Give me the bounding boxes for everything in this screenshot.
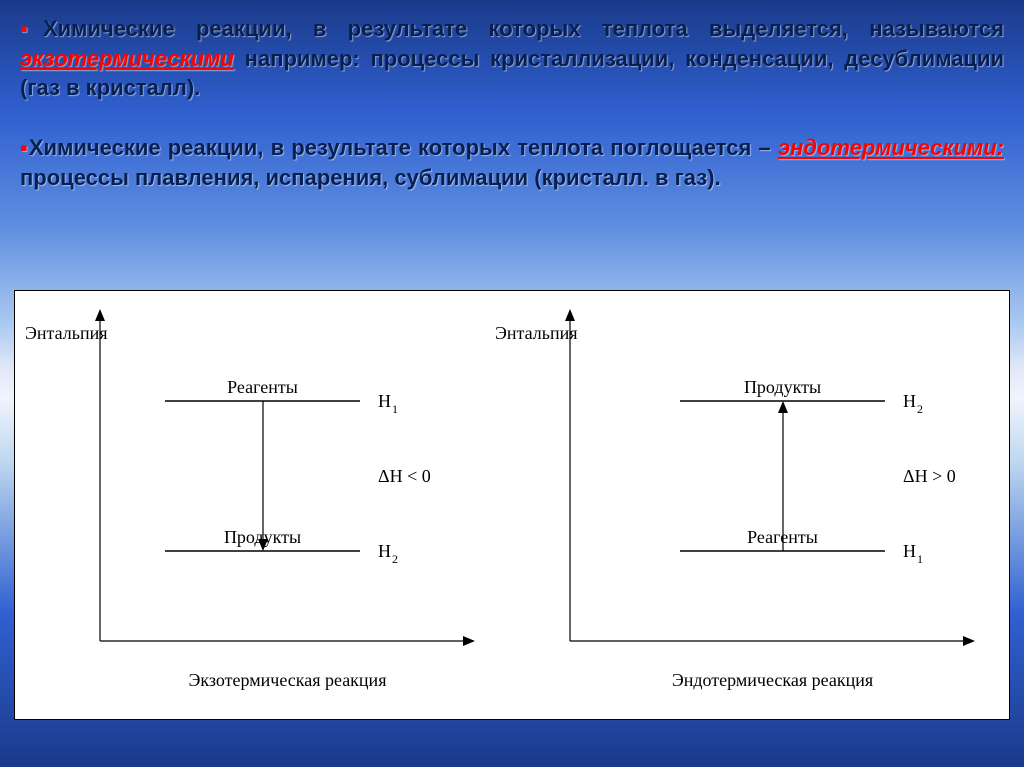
svg-text:H: H [378, 541, 391, 561]
slide: ▪Химические реакции, в результате которы… [0, 0, 1024, 767]
svg-text:Реагенты: Реагенты [227, 377, 298, 397]
para2-em: эндотермическими: [778, 135, 1004, 160]
svg-text:H: H [903, 541, 916, 561]
bullet-icon: ▪ [20, 16, 43, 41]
svg-text:H: H [903, 391, 916, 411]
svg-text:Продукты: Продукты [744, 377, 821, 397]
svg-text:1: 1 [392, 402, 398, 416]
svg-text:1: 1 [917, 552, 923, 566]
svg-text:Эндотермическая реакция: Эндотермическая реакция [672, 670, 873, 690]
paragraph-endo: ▪Химические реакции, в результате которы… [20, 133, 1004, 192]
paragraph-exo: ▪Химические реакции, в результате которы… [20, 14, 1004, 103]
enthalpy-diagrams: ЭнтальпияРеагентыПродуктыH1H2ΔH < 0Экзот… [15, 291, 1011, 719]
text-block: ▪Химические реакции, в результате которы… [20, 14, 1004, 222]
para2-text-a: Химические реакции, в результате которых… [29, 135, 778, 160]
diagram-area: ЭнтальпияРеагентыПродуктыH1H2ΔH < 0Экзот… [14, 290, 1010, 720]
svg-text:2: 2 [392, 552, 398, 566]
svg-text:H: H [378, 391, 391, 411]
para1-text-a: Химические реакции, в результате которых… [43, 16, 1004, 41]
para2-text-b: процессы плавления, испарения, сублимаци… [20, 165, 721, 190]
svg-text:Энтальпия: Энтальпия [25, 323, 108, 343]
svg-text:ΔH < 0: ΔH < 0 [378, 466, 431, 486]
svg-text:Экзотермическая реакция: Экзотермическая реакция [189, 670, 387, 690]
svg-text:ΔH > 0: ΔH > 0 [903, 466, 956, 486]
svg-text:Энтальпия: Энтальпия [495, 323, 578, 343]
para1-em: экзотермическими [20, 46, 234, 71]
bullet-icon: ▪ [20, 135, 29, 160]
svg-text:2: 2 [917, 402, 923, 416]
